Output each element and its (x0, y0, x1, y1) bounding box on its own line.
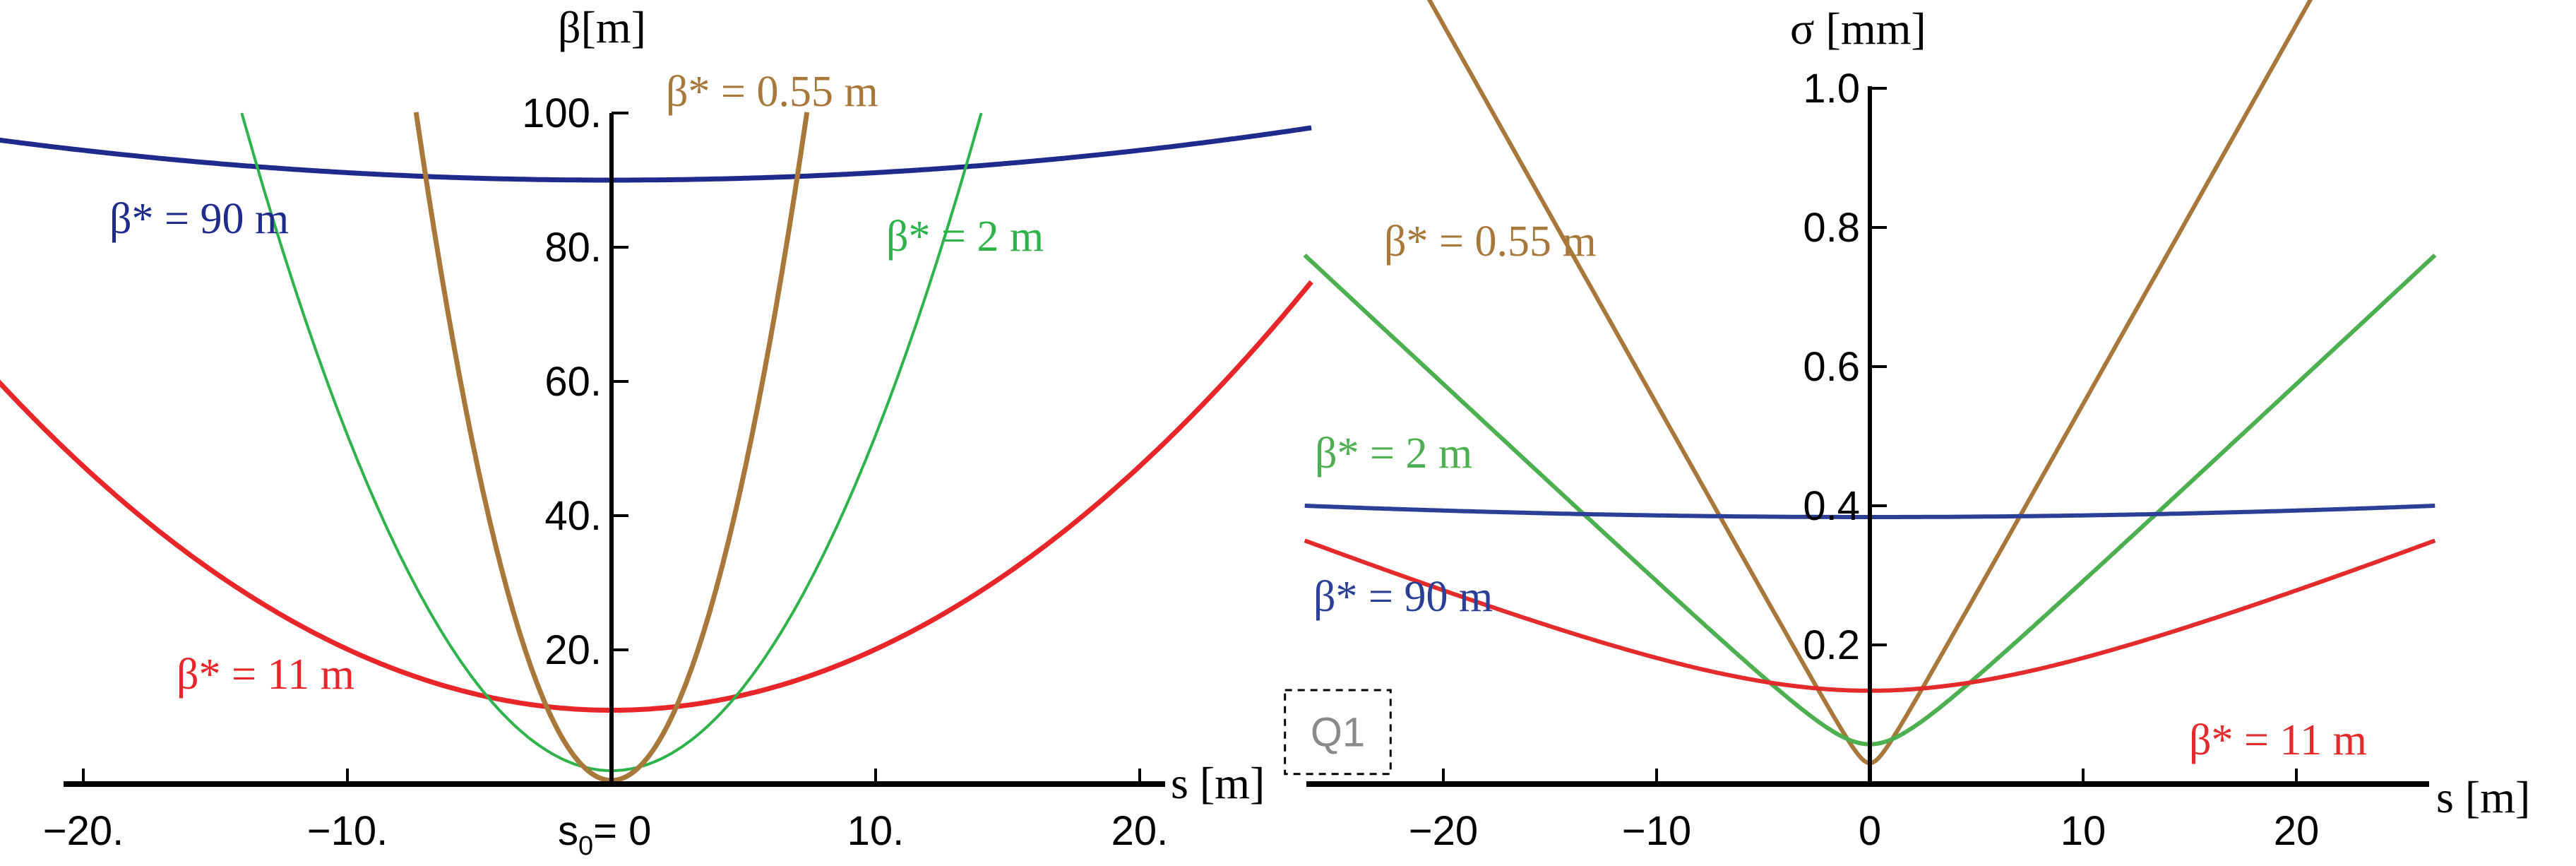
series-label-beta90: β* = 90 m (109, 195, 289, 243)
tick-marks: −20 −10 0 10 20 0.2 0.4 0.6 0.8 1.0 (1409, 66, 2319, 854)
tick-marks: −20. −10. 10. 20. 20. 40. 60. 80. 100. (43, 90, 1169, 854)
series-line-beta-11 (0, 280, 1313, 713)
origin-equals-zero: = 0 (593, 808, 651, 854)
y-tick-label-0-4: 0.4 (1803, 483, 1860, 529)
series-label-beta055: β* = 0.55 m (666, 68, 878, 116)
y-tick-label-80: 80. (544, 225, 602, 271)
series-label-beta2: β* = 2 m (1315, 429, 1472, 478)
origin-tick-label: s0= 0 (558, 808, 651, 861)
x-axis-title: s [m] (2436, 772, 2530, 822)
x-tick-label-20: 20. (1111, 808, 1169, 854)
y-tick-label-100: 100. (522, 90, 602, 136)
x-tick-label-20: 20 (2274, 808, 2320, 854)
series-line-beta-90 (0, 125, 1312, 183)
y-tick-label-60: 60. (544, 359, 602, 405)
origin-subscript: 0 (578, 831, 593, 861)
beam-size-chart: −20 −10 0 10 200.20.40.60.81.0 σ [mm] s [m] … (1303, 0, 2530, 854)
x-tick-label-10: 10. (847, 808, 905, 854)
origin-s: s (558, 808, 578, 854)
quadrupole-label-2: Q1 (1311, 709, 1365, 755)
y-tick-label-0-8: 0.8 (1803, 205, 1860, 251)
series-label-beta90: β* = 90 m (1313, 573, 1493, 621)
y-tick-label-40: 40. (544, 493, 602, 539)
y-tick-label-20: 20. (544, 627, 602, 673)
x-tick-label-0: 0 (1859, 808, 1881, 854)
y-axis-title: σ [mm] (1790, 4, 1926, 54)
y-tick-label-0-2: 0.2 (1803, 622, 1860, 668)
y-tick-label-0-6: 0.6 (1803, 344, 1860, 390)
x-tick-label-10: −10. (307, 808, 388, 854)
x-axis-title: s [m] (1171, 758, 1265, 808)
x-tick-label-10: −10 (1622, 808, 1691, 854)
x-tick-label-10: 10 (2061, 808, 2106, 854)
x-tick-label-20: −20. (43, 808, 124, 854)
quadrupole-markers: Q1Q1 (1284, 689, 1392, 776)
x-tick-label-20: −20 (1409, 808, 1478, 854)
series-label-beta055: β* = 0.55 m (1384, 218, 1597, 266)
series-label-beta2: β* = 2 m (886, 213, 1044, 261)
y-axis-title: β[m] (558, 2, 646, 52)
beta-function-chart: Q1Q1 −20. −10. 10. 20. 20. 40. 60. 80. 100. β[m]… (0, 2, 1392, 861)
y-tick-label-1: 1.0 (1803, 66, 1860, 112)
series-label-beta11: β* = 11 m (177, 651, 354, 699)
quadrupole-box-2 (1284, 689, 1392, 776)
series-label-beta11: β* = 11 m (2189, 716, 2367, 764)
